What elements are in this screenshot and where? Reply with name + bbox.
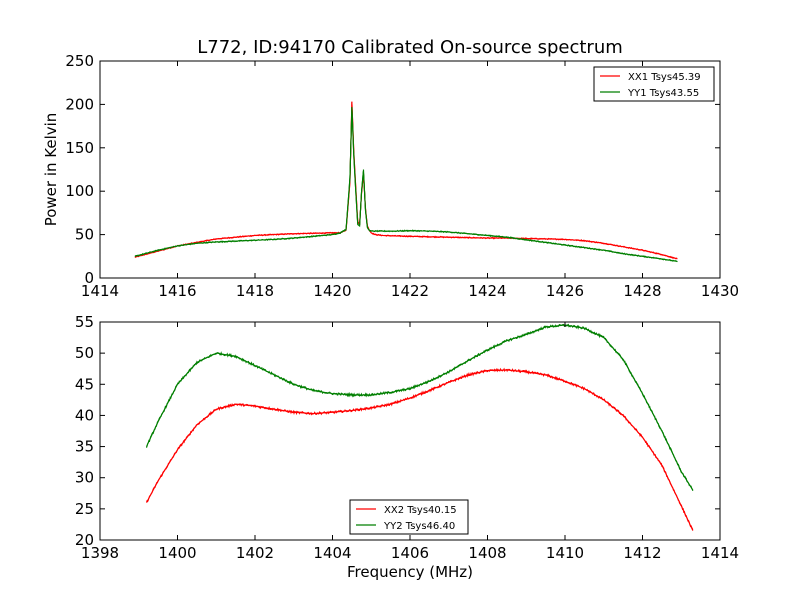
x-tick-label: 1416	[158, 282, 196, 300]
y-tick-label: 30	[75, 469, 94, 487]
x-tick-label: 1398	[81, 544, 119, 562]
x-tick-label: 1406	[391, 544, 429, 562]
bottom-panel: 1398 1400 1402 1404 1406 1408 1410 1412 1414 20 25…	[75, 313, 739, 581]
y-tick-label: 200	[65, 95, 94, 113]
bottom-plot-lines	[145, 323, 694, 531]
bottom-axis-ticks: 1398 1400 1402 1404 1406 1408 1410 1412 1414 20 25…	[75, 313, 739, 562]
y-tick-label: 25	[75, 500, 94, 518]
x-tick-label: 1400	[158, 544, 196, 562]
x-tick-label: 1414	[81, 282, 119, 300]
series-peak-trace-yy1-tsys43-55	[134, 106, 678, 263]
y-tick-label: 35	[75, 438, 94, 456]
top-legend-label-xx1: XX1 Tsys45.39	[628, 72, 701, 83]
series-peak-trace-xx2-tsys40-15	[146, 369, 694, 531]
bottom-legend-label-xx2: XX2 Tsys40.15	[384, 505, 457, 516]
x-tick-label: 1410	[546, 544, 584, 562]
y-tick-label: 45	[75, 375, 94, 393]
x-tick-label: 1420	[313, 282, 351, 300]
x-tick-label: 1430	[701, 282, 739, 300]
x-tick-label: 1426	[546, 282, 584, 300]
bottom-legend-label-yy2: YY2 Tsys46.40	[383, 521, 455, 532]
y-tick-label: 40	[75, 406, 94, 424]
y-tick-label: 150	[65, 139, 94, 157]
top-plot-lines	[134, 101, 678, 263]
chart-title: L772, ID:94170 Calibrated On-source spec…	[197, 37, 623, 58]
bottom-legend: XX2 Tsys40.15 YY2 Tsys46.40	[349, 499, 469, 535]
x-tick-label: 1422	[391, 282, 429, 300]
bottom-x-axis-label: Frequency (MHz)	[347, 563, 473, 581]
y-tick-label: 100	[65, 182, 94, 200]
y-tick-label: 50	[75, 344, 94, 362]
y-tick-label: 50	[75, 226, 94, 244]
y-tick-label: 250	[65, 52, 94, 70]
top-y-axis-label: Power in Kelvin	[42, 113, 60, 227]
x-tick-label: 1428	[623, 282, 661, 300]
y-tick-label: 0	[84, 269, 94, 287]
y-tick-label: 20	[75, 531, 94, 549]
x-tick-label: 1402	[236, 544, 274, 562]
top-legend-label-yy1: YY1 Tsys43.55	[627, 88, 699, 99]
bottom-legend-box	[349, 499, 469, 535]
x-tick-label: 1414	[701, 544, 739, 562]
x-tick-label: 1424	[468, 282, 506, 300]
top-axis-ticks: 1414 1416 1418 1420 1422 1424 1426 1428 1430 0 50 1…	[65, 52, 739, 300]
x-tick-label: 1418	[236, 282, 274, 300]
y-tick-label: 55	[75, 313, 94, 331]
top-legend-box	[593, 66, 715, 102]
top-legend: XX1 Tsys45.39 YY1 Tsys43.55	[593, 66, 715, 102]
series-line-xx2-tsys40-15	[146, 367, 694, 530]
x-tick-label: 1408	[468, 544, 506, 562]
x-tick-label: 1404	[313, 544, 351, 562]
series-peak-trace-yy2-tsys46-40	[146, 324, 694, 491]
top-panel: 1414 1416 1418 1420 1422 1424 1426 1428 1430 0 50 1…	[42, 52, 739, 300]
x-tick-label: 1412	[623, 544, 661, 562]
